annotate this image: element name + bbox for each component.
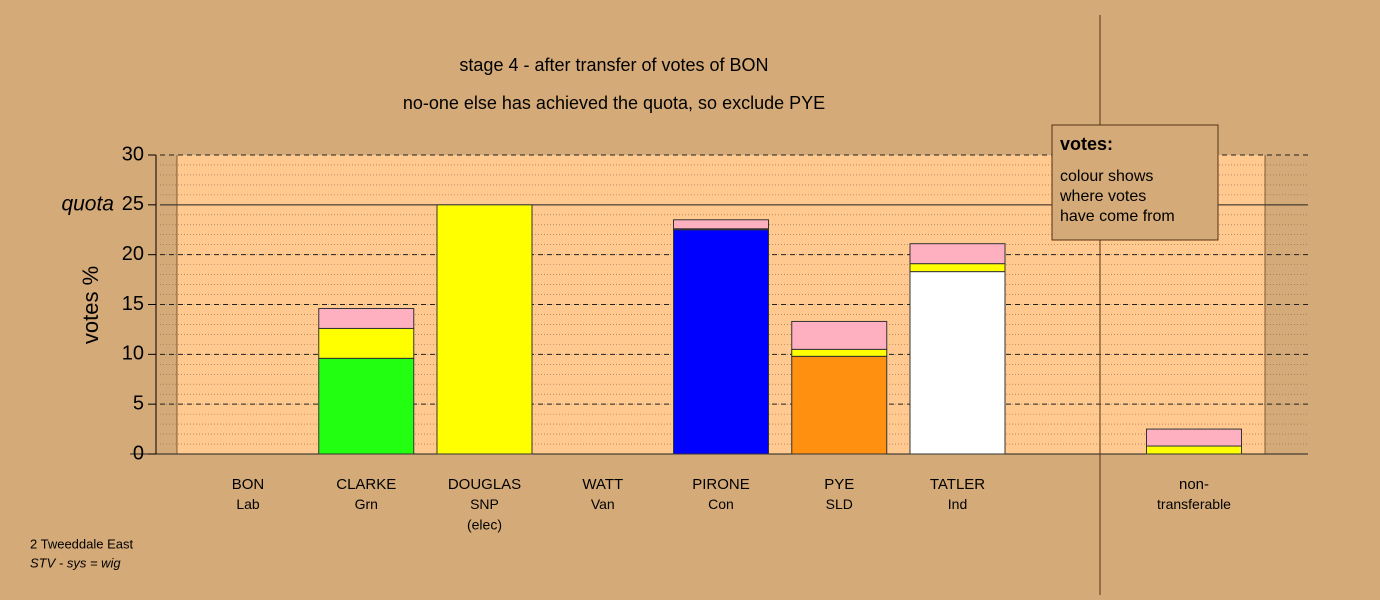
bar-segment — [318, 327, 415, 359]
x-tick-label: SNP — [470, 496, 499, 512]
bar-segment — [909, 263, 1006, 273]
x-tick-label: non- — [1179, 476, 1209, 493]
y-tick-label: 30 — [122, 143, 144, 165]
x-tick-label: Lab — [236, 496, 260, 512]
bar-segment — [1146, 445, 1242, 455]
chart-subtitle: no-one else has achieved the quota, so e… — [403, 93, 825, 113]
legend-text: where votes — [1059, 188, 1146, 205]
x-tick-label: PYE — [824, 476, 854, 493]
x-tick-label: Con — [708, 496, 734, 512]
x-tick-label: BON — [232, 476, 265, 493]
y-tick-label: 5 — [133, 392, 144, 414]
bar-segment — [436, 204, 533, 455]
bar-segment — [791, 355, 888, 455]
bar-segment — [318, 357, 415, 455]
x-tick-label: SLD — [826, 496, 853, 512]
footer: STV - sys = wig — [30, 555, 121, 570]
bar-segment — [673, 229, 769, 455]
bar-segment — [909, 243, 1006, 265]
y-tick-label: 0 — [133, 442, 144, 464]
legend-box — [1051, 124, 1219, 241]
bar-segment — [909, 271, 1006, 455]
x-tick-label: TATLER — [930, 476, 985, 493]
legend-text: colour shows — [1060, 168, 1153, 185]
x-tick-label: PIRONE — [692, 476, 750, 493]
y-axis-label: votes % — [78, 266, 103, 344]
chart-title: stage 4 - after transfer of votes of BON — [459, 55, 768, 75]
x-tick-label: WATT — [582, 476, 623, 493]
legend-title: votes: — [1060, 134, 1113, 154]
x-tick-label: (elec) — [467, 517, 502, 533]
x-tick-label: CLARKE — [336, 476, 396, 493]
x-tick-label: Grn — [355, 496, 378, 512]
x-tick-label: Van — [591, 496, 615, 512]
bar-segment — [318, 307, 415, 329]
bar-segment — [673, 219, 769, 230]
y-tick-label: 20 — [122, 243, 144, 265]
x-tick-label: Ind — [948, 496, 967, 512]
quota-label: quota — [61, 192, 114, 215]
bar-segment — [1146, 428, 1242, 447]
x-tick-label: DOUGLAS — [448, 476, 521, 493]
footer: 2 Tweeddale East — [30, 536, 133, 551]
x-tick-label: transferable — [1157, 496, 1231, 512]
bar-segment — [791, 320, 888, 350]
bar-segment — [791, 348, 888, 357]
y-tick-label: 15 — [122, 293, 144, 315]
legend-text: have come from — [1060, 208, 1175, 225]
y-tick-label: 25 — [122, 193, 144, 215]
y-tick-label: 10 — [122, 343, 144, 365]
